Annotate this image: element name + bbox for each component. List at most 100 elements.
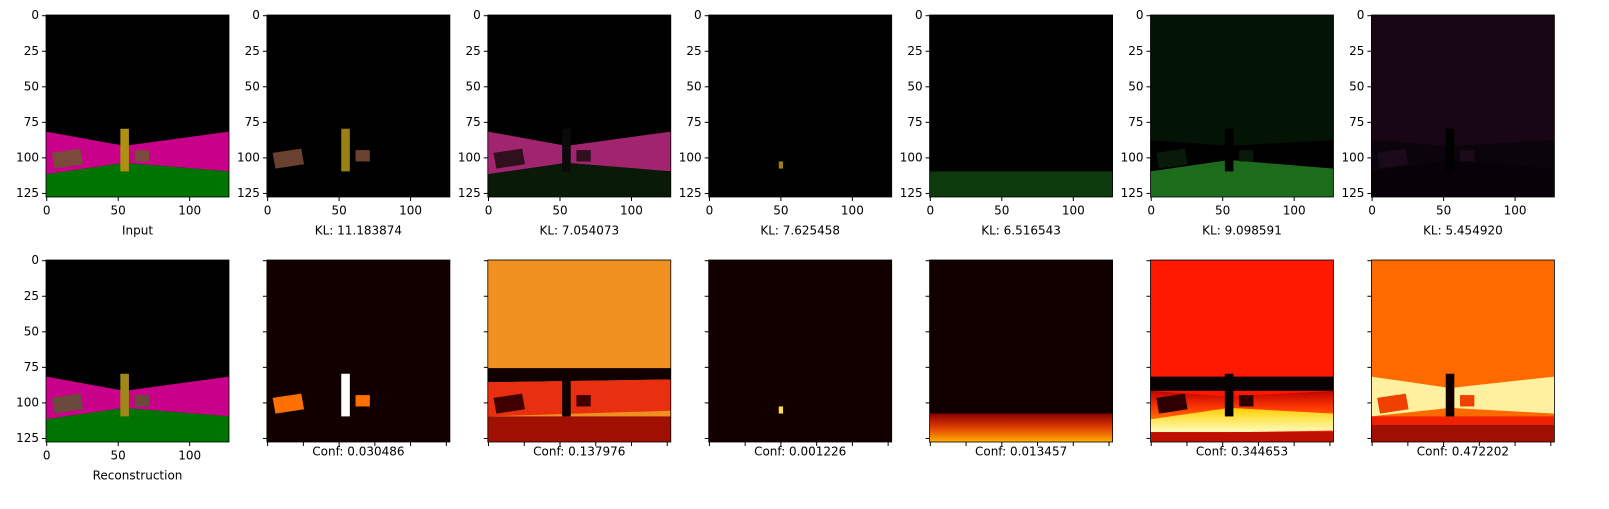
image-region <box>1239 150 1254 162</box>
image-region <box>1150 407 1334 434</box>
image-region <box>1156 148 1188 169</box>
panel-frame <box>45 259 230 443</box>
y-tick-label: 125 <box>237 186 260 200</box>
image-panel <box>1371 260 1555 442</box>
y-tick-label: 125 <box>900 186 923 200</box>
image-region <box>562 128 571 172</box>
image-region <box>929 171 1113 197</box>
y-tick-label: 50 <box>24 79 39 93</box>
image-region <box>576 150 591 162</box>
x-tick-label: 50 <box>111 449 126 463</box>
y-tick-label: 0 <box>1136 8 1144 22</box>
y-tick-label: 50 <box>24 324 39 338</box>
panel-frame <box>1371 259 1555 443</box>
panel-frame <box>1150 259 1334 443</box>
x-tick-label: 100 <box>178 449 201 463</box>
x-tick-label: 50 <box>1215 204 1230 218</box>
panel-caption: KL: 5.454920 <box>1423 224 1503 238</box>
image-panel <box>1150 15 1334 197</box>
image-region <box>266 260 450 442</box>
y-tick-label: 0 <box>694 8 702 22</box>
image-region <box>1224 128 1234 172</box>
panel-frame <box>708 259 893 443</box>
image-panel <box>487 15 671 197</box>
y-tick-label: 50 <box>245 79 260 93</box>
y-tick-label: 50 <box>1128 79 1143 93</box>
panel-caption: KL: 11.183874 <box>315 224 402 238</box>
x-tick-label: 0 <box>706 204 714 218</box>
y-tick-label: 25 <box>1128 44 1143 58</box>
image-panel <box>708 260 892 442</box>
y-tick-label: 25 <box>24 44 39 58</box>
image-region <box>1371 424 1555 442</box>
panel-caption: KL: 7.054073 <box>539 224 619 238</box>
panel-caption: Conf: 0.001226 <box>754 445 846 459</box>
x-tick-label: 100 <box>620 204 643 218</box>
x-tick-label: 100 <box>1283 204 1306 218</box>
x-tick-label: 0 <box>43 449 51 463</box>
image-region <box>1150 376 1334 391</box>
image-region <box>1460 150 1475 162</box>
image-region <box>134 395 149 407</box>
image-region <box>929 413 1113 442</box>
x-tick-label: 50 <box>994 204 1009 218</box>
panel-caption: Conf: 0.472202 <box>1417 445 1509 459</box>
x-tick-label: 50 <box>331 204 346 218</box>
image-region <box>272 393 305 414</box>
panel-caption: KL: 9.098591 <box>1202 224 1282 238</box>
panel-caption: Reconstruction <box>93 469 183 483</box>
panel-frame <box>929 259 1113 443</box>
y-tick-label: 50 <box>907 79 922 93</box>
y-tick-label: 100 <box>16 150 39 164</box>
y-tick-label: 100 <box>679 150 702 164</box>
y-tick-label: 0 <box>31 253 39 267</box>
image-region <box>51 393 84 414</box>
image-panel <box>266 260 450 442</box>
image-region <box>120 373 129 417</box>
y-tick-label: 75 <box>245 115 260 129</box>
y-tick-label: 0 <box>1357 8 1365 22</box>
x-tick-label: 100 <box>178 204 201 218</box>
x-tick-label: 0 <box>485 204 493 218</box>
image-region <box>1371 416 1555 425</box>
y-tick-label: 25 <box>24 289 39 303</box>
image-region <box>1150 160 1334 197</box>
image-region <box>1371 160 1555 197</box>
y-tick-label: 125 <box>1121 186 1144 200</box>
image-region <box>487 416 671 442</box>
panel-frame <box>708 14 893 198</box>
image-region <box>1460 395 1475 407</box>
image-panel <box>708 15 892 197</box>
panel-frame <box>1371 14 1555 198</box>
image-panel <box>487 260 671 442</box>
image-region <box>929 15 1113 197</box>
y-tick-label: 75 <box>24 360 39 374</box>
panel-frame <box>487 14 672 198</box>
x-tick-label: 100 <box>1504 204 1527 218</box>
y-tick-label: 100 <box>900 150 923 164</box>
y-tick-label: 0 <box>473 8 481 22</box>
image-region <box>778 161 784 169</box>
x-tick-label: 50 <box>552 204 567 218</box>
x-tick-label: 50 <box>773 204 788 218</box>
panel-caption: Conf: 0.344653 <box>1196 445 1288 459</box>
x-tick-label: 50 <box>1436 204 1451 218</box>
image-region <box>272 148 305 169</box>
y-tick-label: 25 <box>1349 44 1364 58</box>
image-region <box>1377 393 1409 414</box>
image-region <box>929 260 1113 442</box>
y-tick-label: 100 <box>237 150 260 164</box>
image-region <box>487 162 671 197</box>
image-panel <box>46 260 229 442</box>
y-tick-label: 75 <box>24 115 39 129</box>
y-tick-label: 0 <box>915 8 923 22</box>
panel-caption: KL: 7.625458 <box>760 224 840 238</box>
y-tick-label: 75 <box>1128 115 1143 129</box>
image-region <box>1371 260 1555 442</box>
image-region <box>493 393 525 414</box>
panel-frame <box>487 259 672 443</box>
x-tick-label: 0 <box>1147 204 1155 218</box>
image-region <box>487 368 671 383</box>
